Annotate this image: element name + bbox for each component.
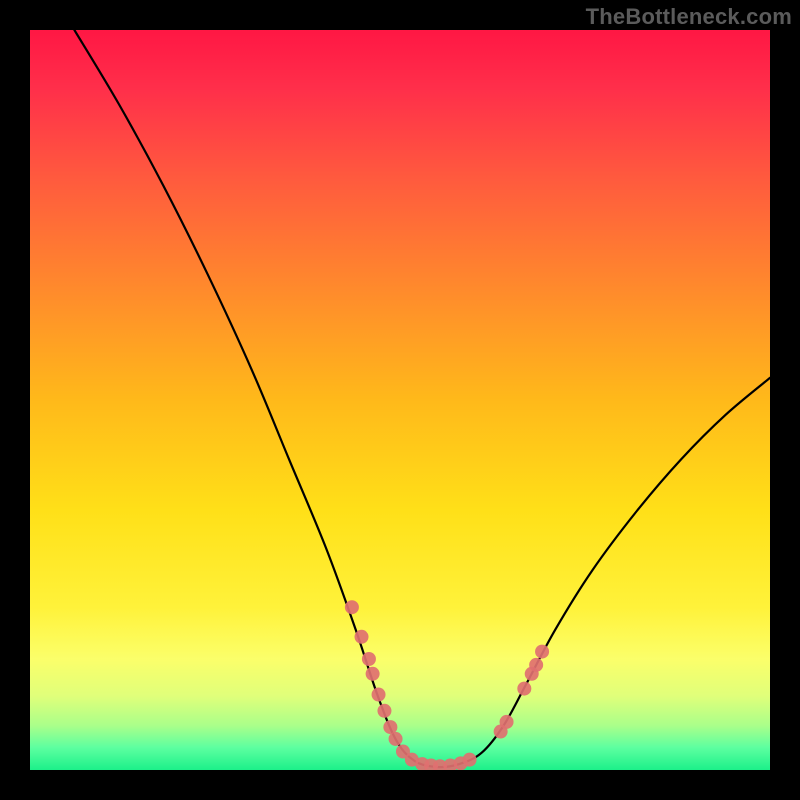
bottleneck-chart xyxy=(0,0,800,800)
gradient-background xyxy=(30,30,770,770)
scatter-dot xyxy=(500,715,514,729)
scatter-dot xyxy=(377,704,391,718)
scatter-dot xyxy=(372,688,386,702)
scatter-dot xyxy=(362,652,376,666)
scatter-dot xyxy=(517,682,531,696)
chart-container: TheBottleneck.com xyxy=(0,0,800,800)
scatter-dot xyxy=(355,630,369,644)
scatter-dot xyxy=(389,732,403,746)
scatter-dot xyxy=(463,753,477,767)
scatter-dot xyxy=(535,645,549,659)
scatter-dot xyxy=(345,600,359,614)
watermark-label: TheBottleneck.com xyxy=(586,4,792,30)
scatter-dot xyxy=(366,667,380,681)
scatter-dot xyxy=(529,658,543,672)
